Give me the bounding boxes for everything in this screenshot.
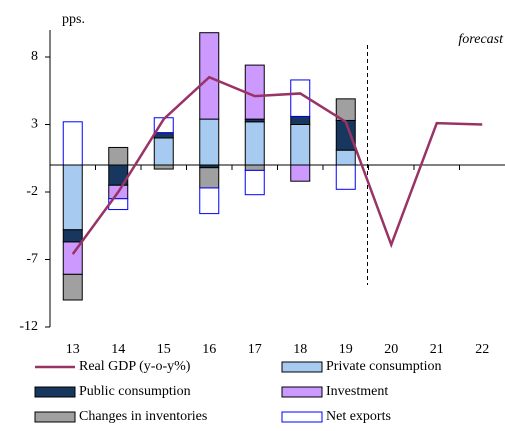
legend-swatch: [34, 411, 76, 423]
legend-swatch: [34, 386, 76, 398]
y-tick-label: 8: [31, 49, 38, 64]
legend-swatch: [281, 386, 323, 398]
x-tick-label: 20: [384, 342, 398, 357]
legend-label: Public consumption: [79, 384, 191, 399]
x-tick-label: 16: [202, 342, 216, 357]
bar-segment: [199, 118, 220, 166]
y-tick-label: -7: [26, 252, 38, 267]
bar-segment: [290, 164, 311, 182]
x-tick-label: 14: [111, 342, 125, 357]
bar-segment: [62, 164, 83, 231]
x-tick-label: 18: [293, 342, 307, 357]
bar-segment: [290, 124, 311, 166]
legend-label: Net exports: [326, 409, 391, 424]
bar-segment: [153, 164, 174, 170]
legend-label: Investment: [326, 384, 388, 399]
y-tick-label: -2: [26, 184, 38, 199]
bar-segment: [62, 229, 83, 243]
y-axis-label: pps.: [62, 12, 85, 27]
bar-segment: [244, 121, 265, 166]
bar-segment: [62, 121, 83, 166]
bar-segment: [62, 273, 83, 301]
line-series: [71, 75, 483, 255]
bar-segment: [244, 169, 265, 196]
bar-segment: [153, 137, 174, 166]
x-tick-label: 19: [339, 342, 353, 357]
bar-segment: [290, 115, 311, 126]
x-tick-label: 21: [430, 342, 444, 357]
x-tick-label: 13: [66, 342, 80, 357]
bar-segment: [199, 187, 220, 215]
x-tick-label: 22: [475, 342, 489, 357]
legend-label: Real GDP (y-o-y%): [79, 359, 191, 374]
bar-segment: [335, 164, 356, 190]
bar-segment: [244, 164, 265, 171]
bar-segment: [199, 167, 220, 189]
y-tick-label: -12: [19, 319, 38, 334]
legend-label: Changes in inventories: [79, 409, 207, 424]
bar-segment: [108, 146, 129, 166]
x-tick-label: 17: [248, 342, 262, 357]
bar-segment: [153, 132, 174, 139]
bar-segment: [335, 149, 356, 166]
legend-label: Private consumption: [326, 359, 442, 374]
y-tick-label: 3: [31, 117, 38, 132]
forecast-annotation: forecast: [458, 32, 504, 47]
x-tick-label: 15: [157, 342, 171, 357]
legend-swatch: [281, 411, 323, 423]
legend-swatch: [281, 361, 323, 373]
